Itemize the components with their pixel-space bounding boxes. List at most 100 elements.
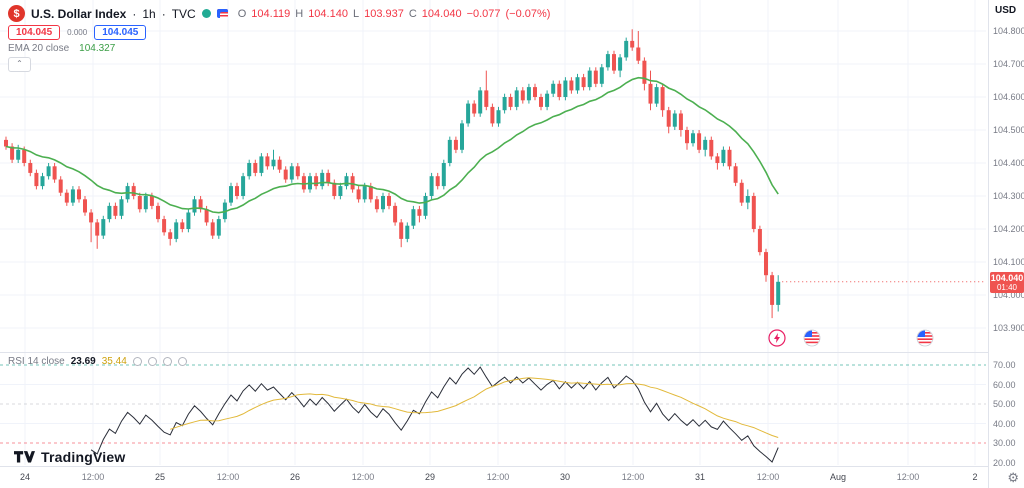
ema-indicator-row[interactable]: EMA 20 close 104.327 xyxy=(8,43,550,54)
candle-body xyxy=(429,176,434,196)
economic-events-flag-icon[interactable] xyxy=(216,9,228,18)
candle-body xyxy=(666,110,671,127)
candle-body xyxy=(612,54,616,71)
candle-body xyxy=(295,166,300,177)
low-label: L xyxy=(352,7,360,20)
candle-body xyxy=(660,87,665,111)
panel-separator[interactable] xyxy=(0,352,988,353)
time-axis-label: 12:00 xyxy=(81,472,105,482)
candle-body xyxy=(83,199,87,213)
candle-body xyxy=(192,199,197,213)
settings-gear-icon[interactable]: ⚙ xyxy=(1007,470,1019,485)
candle-body xyxy=(198,199,203,210)
time-axis-label: 12:00 xyxy=(621,472,645,482)
candle-body xyxy=(453,139,458,150)
candle-body xyxy=(466,103,471,124)
candle-body xyxy=(526,87,531,101)
candle-body xyxy=(764,252,768,276)
candle-body xyxy=(757,229,762,253)
candle-body xyxy=(545,93,550,107)
candle-body xyxy=(654,87,659,104)
candle-body xyxy=(569,80,574,91)
tradingview-logo-icon xyxy=(14,451,35,463)
tradingview-logo[interactable]: TradingView xyxy=(14,449,125,465)
open-value: 104.119 xyxy=(251,7,291,20)
buy-sell-row: 104.045 0.000 104.045 xyxy=(8,25,550,40)
market-status-icon[interactable] xyxy=(201,9,211,18)
close-value: 104.040 xyxy=(421,7,462,20)
rsi-axis-label: 20.00 xyxy=(993,457,1016,468)
candle-body xyxy=(490,106,495,124)
high-value: 104.140 xyxy=(308,7,348,20)
candle-body xyxy=(563,80,568,97)
time-axis-label: 26 xyxy=(289,472,301,482)
candle-body xyxy=(374,199,379,210)
candle-body xyxy=(301,176,306,190)
rsi-menu-dot-icon[interactable] xyxy=(162,357,172,366)
rsi-menu-dot-icon[interactable] xyxy=(147,357,157,366)
candle-body xyxy=(235,186,239,196)
event-us-flag-icon[interactable] xyxy=(803,329,821,347)
rsi-menu-dot-icon[interactable] xyxy=(177,357,187,366)
separator-dot: · xyxy=(132,6,137,21)
candle-body xyxy=(28,163,33,173)
time-axis-label: Aug xyxy=(829,472,847,482)
candle-body xyxy=(605,54,610,68)
candle-body xyxy=(739,182,744,203)
candle-body xyxy=(95,222,100,236)
rsi-line[interactable] xyxy=(90,366,779,463)
symbol-logo-icon[interactable]: $ xyxy=(8,5,25,22)
candle-body xyxy=(338,186,343,196)
price-axis-label: 104.500 xyxy=(993,125,1024,135)
candle-body xyxy=(575,77,580,91)
interval-label[interactable]: 1h xyxy=(142,6,156,21)
time-axis-label: 29 xyxy=(424,472,436,482)
candle-body xyxy=(508,97,513,107)
candle-body xyxy=(210,222,215,236)
candle-body xyxy=(362,186,367,200)
event-us-flag-icon[interactable] xyxy=(916,329,934,347)
ema-line[interactable] xyxy=(5,76,779,214)
buy-button[interactable]: 104.045 xyxy=(94,25,147,40)
price-axis[interactable]: USD 104.040 01:40 104.800 104.700 104.600 1… xyxy=(988,0,1024,488)
time-axis-label: 30 xyxy=(559,472,571,482)
candle-body xyxy=(332,182,337,196)
rsi-menu-dot-icon[interactable] xyxy=(132,357,142,366)
time-axis-label: 24 xyxy=(19,472,31,482)
change-value: −0.077 xyxy=(466,7,501,20)
time-axis[interactable]: 24 12:00 25 12:00 26 12:00 29 12:00 30 12:00 31 12:… xyxy=(0,466,988,488)
sell-button[interactable]: 104.045 xyxy=(8,25,61,40)
candle-body xyxy=(113,205,118,216)
price-chart-canvas[interactable] xyxy=(0,0,988,466)
candle-body xyxy=(636,47,641,61)
candle-body xyxy=(533,87,537,97)
tradingview-logo-text: TradingView xyxy=(41,449,126,465)
candle-body xyxy=(265,156,270,167)
collapse-legend-button[interactable]: ⌃ xyxy=(8,57,31,72)
candle-body xyxy=(721,149,726,163)
open-label: O xyxy=(237,7,247,20)
time-axis-label: 12:00 xyxy=(216,472,240,482)
candle-body xyxy=(709,139,714,157)
high-label: H xyxy=(295,7,304,20)
candle-body xyxy=(174,222,179,239)
candle-body xyxy=(502,97,507,111)
candle-body xyxy=(678,113,683,130)
currency-label[interactable]: USD xyxy=(995,5,1017,16)
rsi-indicator-row[interactable]: RSI 14 close 23.69 35.44 xyxy=(8,356,187,367)
ohlc-readout: O 104.119 H 104.140 L 103.937 C 104.040 −0.0… xyxy=(238,8,551,20)
candle-body xyxy=(368,186,373,200)
candle-body xyxy=(393,205,398,223)
candle-body xyxy=(472,103,477,114)
event-flash-icon[interactable] xyxy=(768,329,786,347)
candles-layer xyxy=(4,29,781,319)
candle-body xyxy=(551,83,556,94)
candle-body xyxy=(387,196,391,206)
price-axis-label: 104.400 xyxy=(993,158,1024,168)
candle-body xyxy=(277,159,282,170)
ema-label: EMA 20 close xyxy=(8,43,70,54)
rsi-axis-label: 50.00 xyxy=(993,399,1016,409)
symbol-title[interactable]: U.S. Dollar Index xyxy=(31,6,127,21)
rsi-ma-line[interactable] xyxy=(170,377,779,438)
